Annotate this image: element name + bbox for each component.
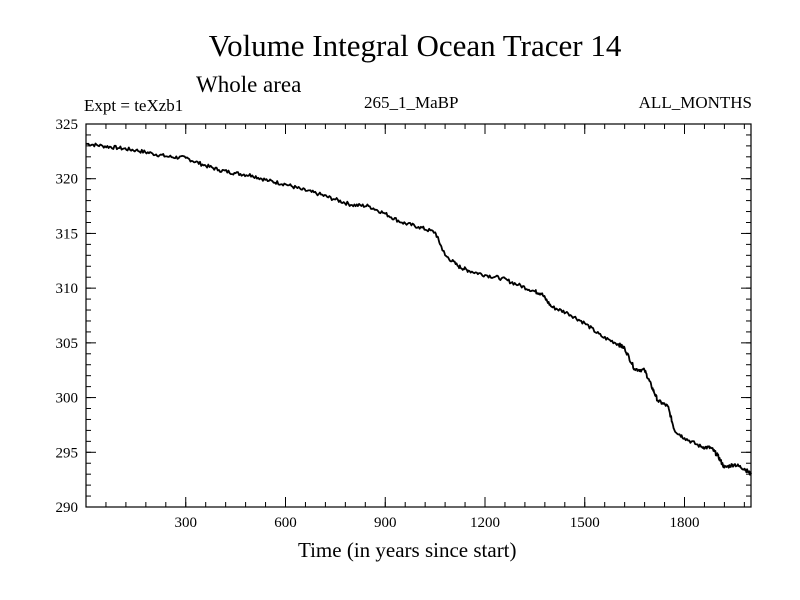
- x-tick-label: 300: [175, 515, 198, 531]
- y-tick-label: 305: [56, 336, 79, 352]
- chart-title: Volume Integral Ocean Tracer 14: [208, 28, 622, 63]
- months-label: ALL_MONTHS: [638, 93, 752, 112]
- y-tick-label: 315: [56, 226, 79, 242]
- y-tick-label: 310: [56, 281, 79, 297]
- scenario-label: 265_1_MaBP: [364, 93, 459, 112]
- y-tick-label: 320: [56, 172, 79, 188]
- chart-subtitle: Whole area: [196, 72, 302, 97]
- x-axis-label: Time (in years since start): [298, 538, 517, 562]
- x-tick-label: 1500: [570, 515, 600, 531]
- experiment-label: Expt = teXzb1: [84, 96, 184, 115]
- x-tick-label: 900: [374, 515, 397, 531]
- y-tick-label: 300: [56, 391, 79, 407]
- series-line: [85, 142, 752, 476]
- plot-frame: [85, 123, 752, 508]
- x-tick-label: 600: [274, 515, 297, 531]
- x-tick-label: 1800: [670, 515, 700, 531]
- y-tick-label: 295: [56, 445, 79, 461]
- y-tick-label: 325: [56, 117, 79, 133]
- y-tick-label: 290: [56, 500, 79, 516]
- x-tick-label: 1200: [470, 515, 500, 531]
